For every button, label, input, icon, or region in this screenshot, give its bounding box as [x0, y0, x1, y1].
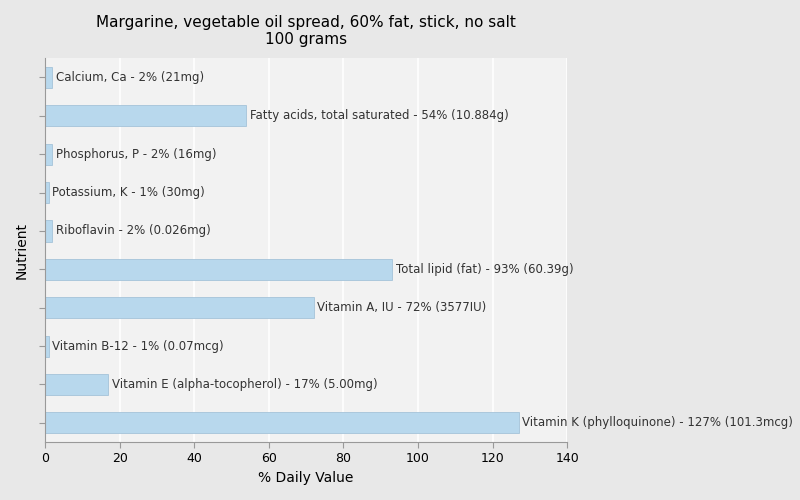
Text: Total lipid (fat) - 93% (60.39g): Total lipid (fat) - 93% (60.39g): [396, 263, 574, 276]
Text: Phosphorus, P - 2% (16mg): Phosphorus, P - 2% (16mg): [56, 148, 217, 160]
Bar: [45, 259, 392, 280]
Bar: [45, 412, 518, 434]
Text: Vitamin B-12 - 1% (0.07mcg): Vitamin B-12 - 1% (0.07mcg): [53, 340, 224, 352]
Bar: [45, 106, 246, 126]
Bar: [45, 144, 53, 165]
Text: Riboflavin - 2% (0.026mg): Riboflavin - 2% (0.026mg): [56, 224, 211, 237]
Text: Vitamin K (phylloquinone) - 127% (101.3mcg): Vitamin K (phylloquinone) - 127% (101.3m…: [522, 416, 794, 430]
Bar: [45, 182, 49, 203]
Text: Potassium, K - 1% (30mg): Potassium, K - 1% (30mg): [53, 186, 205, 199]
Text: Fatty acids, total saturated - 54% (10.884g): Fatty acids, total saturated - 54% (10.8…: [250, 110, 509, 122]
Title: Margarine, vegetable oil spread, 60% fat, stick, no salt
100 grams: Margarine, vegetable oil spread, 60% fat…: [96, 15, 516, 48]
Y-axis label: Nutrient: Nutrient: [15, 222, 29, 278]
X-axis label: % Daily Value: % Daily Value: [258, 471, 354, 485]
Bar: [45, 220, 53, 242]
Bar: [45, 67, 53, 88]
Bar: [45, 336, 49, 356]
Bar: [45, 297, 314, 318]
Text: Vitamin E (alpha-tocopherol) - 17% (5.00mg): Vitamin E (alpha-tocopherol) - 17% (5.00…: [112, 378, 378, 391]
Bar: [45, 374, 108, 395]
Text: Calcium, Ca - 2% (21mg): Calcium, Ca - 2% (21mg): [56, 71, 204, 84]
Text: Vitamin A, IU - 72% (3577IU): Vitamin A, IU - 72% (3577IU): [318, 301, 486, 314]
